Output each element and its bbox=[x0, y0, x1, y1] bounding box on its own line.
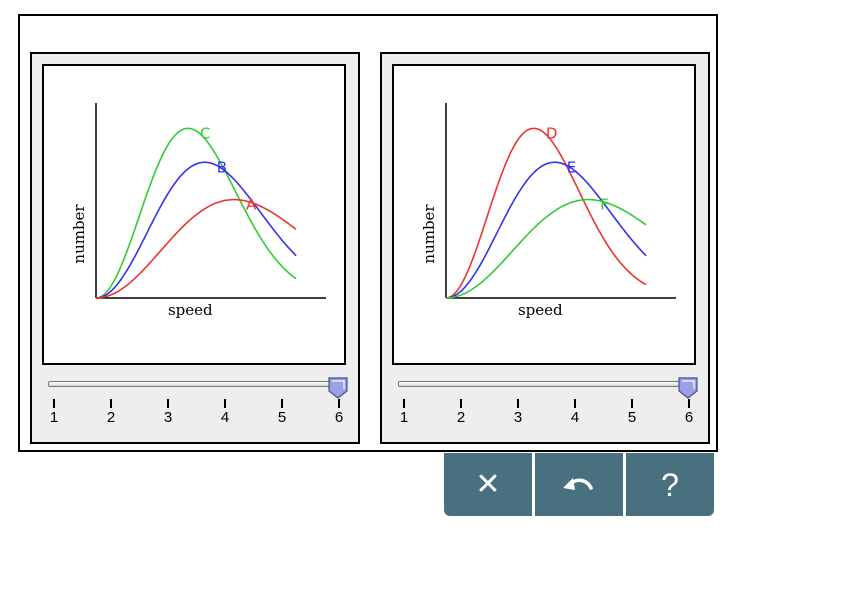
curve-d bbox=[445, 127, 647, 299]
tick-label: 2 bbox=[456, 409, 466, 426]
curve-e bbox=[446, 161, 647, 299]
close-icon: ✕ bbox=[475, 467, 501, 501]
curve-label: B bbox=[217, 158, 227, 176]
tick-mark bbox=[574, 399, 576, 408]
slider-tick: 4 bbox=[215, 399, 235, 426]
tick-label: 4 bbox=[570, 409, 580, 426]
slider-tick: 6 bbox=[679, 399, 699, 426]
help-button[interactable]: ? bbox=[623, 453, 714, 516]
tick-mark bbox=[517, 399, 519, 408]
activity-frame: speed number C B A 1 2 3 4 5 6 speed number D E F 1 2 3… bbox=[18, 14, 718, 452]
slider-tick: 1 bbox=[44, 399, 64, 426]
y-axis-label: number bbox=[420, 204, 438, 264]
tick-mark bbox=[53, 399, 55, 408]
tick-label: 4 bbox=[220, 409, 230, 426]
curve-label: E bbox=[567, 158, 576, 176]
slider-tick: 3 bbox=[158, 399, 178, 426]
undo-icon bbox=[563, 477, 593, 490]
plot-area: speed number C B A bbox=[42, 64, 346, 365]
curve-f bbox=[446, 198, 647, 299]
tick-mark bbox=[460, 399, 462, 408]
curve-label: D bbox=[546, 124, 558, 142]
slider-tick: 1 bbox=[394, 399, 414, 426]
tick-mark bbox=[110, 399, 112, 408]
slider-ticks: 1 2 3 4 5 6 bbox=[32, 399, 362, 439]
slider-ticks: 1 2 3 4 5 6 bbox=[382, 399, 712, 439]
help-icon: ? bbox=[661, 466, 679, 503]
slider-tick: 6 bbox=[329, 399, 349, 426]
slider-tick: 5 bbox=[622, 399, 642, 426]
slider-tick: 2 bbox=[451, 399, 471, 426]
tick-mark bbox=[224, 399, 226, 408]
tick-label: 5 bbox=[277, 409, 287, 426]
tick-label: 1 bbox=[49, 409, 59, 426]
y-axis-label: number bbox=[70, 204, 88, 264]
graph-panel-right: speed number D E F 1 2 3 4 5 6 bbox=[380, 52, 710, 444]
curve-b bbox=[96, 161, 297, 299]
x-axis-label: speed bbox=[518, 301, 563, 319]
tick-mark bbox=[281, 399, 283, 408]
action-toolbar: ✕ ? bbox=[444, 453, 714, 516]
tick-label: 5 bbox=[627, 409, 637, 426]
tick-mark bbox=[338, 399, 340, 408]
close-button[interactable]: ✕ bbox=[444, 453, 532, 516]
tick-label: 6 bbox=[684, 409, 694, 426]
curve-c bbox=[95, 127, 297, 299]
slider-thumb[interactable] bbox=[678, 377, 698, 399]
graph-panel-left: speed number C B A 1 2 3 4 5 6 bbox=[30, 52, 360, 444]
tick-mark bbox=[167, 399, 169, 408]
distribution-chart: speed number CB A bbox=[70, 103, 326, 319]
tick-label: 3 bbox=[163, 409, 173, 426]
slider-track[interactable] bbox=[48, 381, 338, 387]
tick-mark bbox=[631, 399, 633, 408]
curve-label: C bbox=[200, 124, 210, 142]
tick-label: 6 bbox=[334, 409, 344, 426]
tick-label: 2 bbox=[106, 409, 116, 426]
undo-button[interactable] bbox=[532, 453, 623, 516]
curve-label: A bbox=[246, 196, 257, 214]
tick-mark bbox=[688, 399, 690, 408]
speed-slider[interactable] bbox=[48, 377, 348, 399]
tick-mark bbox=[403, 399, 405, 408]
slider-tick: 3 bbox=[508, 399, 528, 426]
slider-track[interactable] bbox=[398, 381, 688, 387]
slider-tick: 5 bbox=[272, 399, 292, 426]
curve-a bbox=[96, 198, 297, 299]
tick-label: 1 bbox=[399, 409, 409, 426]
tick-label: 3 bbox=[513, 409, 523, 426]
slider-tick: 2 bbox=[101, 399, 121, 426]
plot-area: speed number D E F bbox=[392, 64, 696, 365]
x-axis-label: speed bbox=[168, 301, 213, 319]
speed-slider[interactable] bbox=[398, 377, 698, 399]
slider-thumb[interactable] bbox=[328, 377, 348, 399]
distribution-chart: speed number DE F bbox=[420, 103, 676, 319]
curve-label: F bbox=[600, 196, 609, 214]
slider-tick: 4 bbox=[565, 399, 585, 426]
